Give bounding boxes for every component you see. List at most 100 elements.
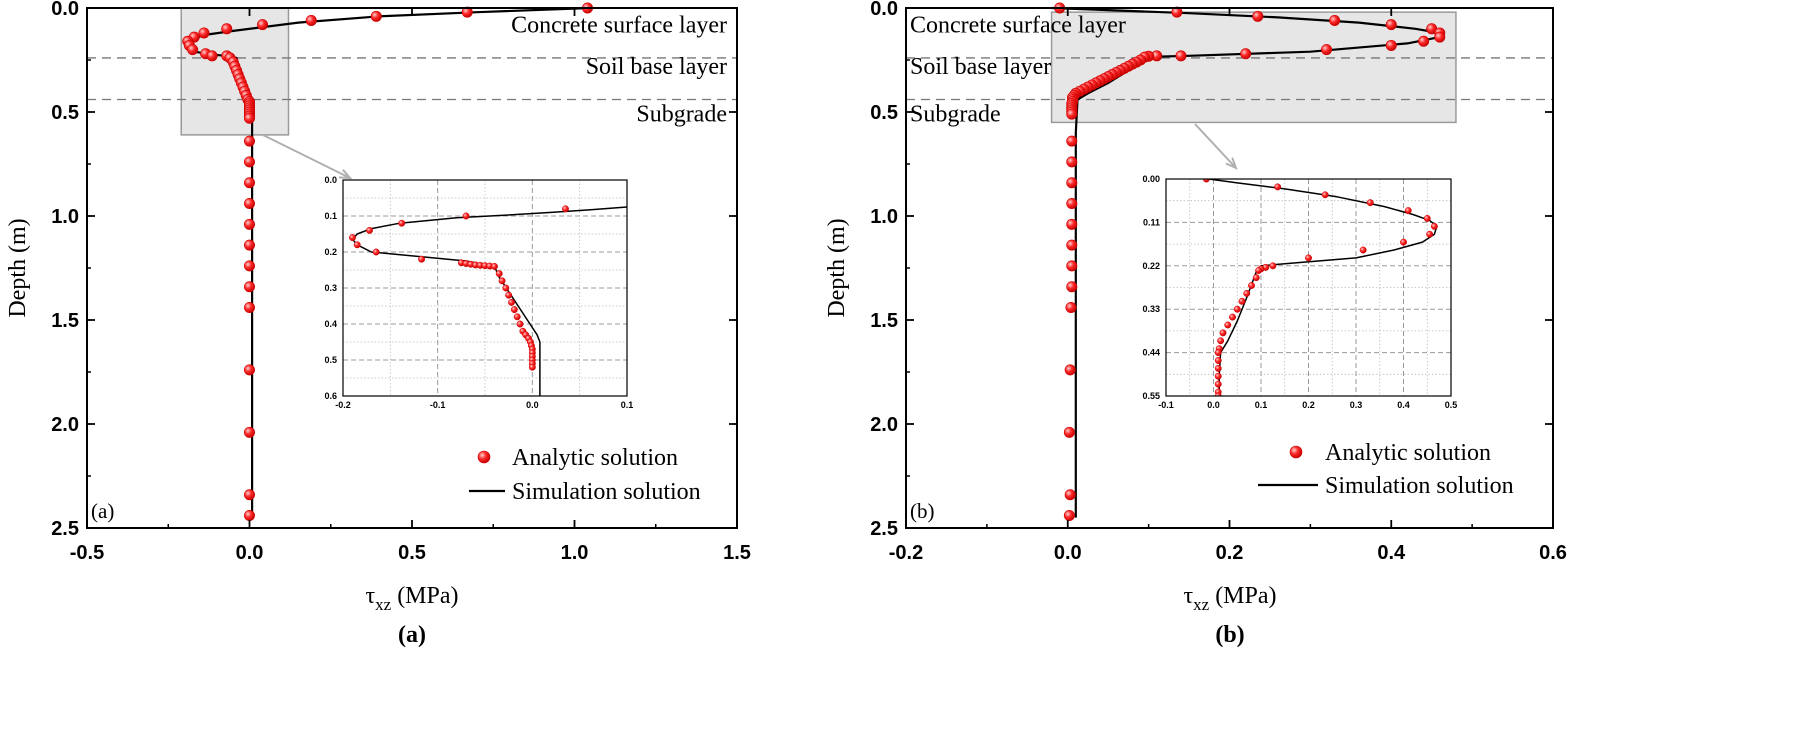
y-tick-label: 0.5 [51,102,79,124]
inset-x-tick-label: -0.2 [335,400,351,410]
analytic-point [370,10,382,22]
analytic-point [256,19,268,31]
analytic-point [244,135,256,147]
inset-analytic-point [462,212,470,220]
y-axis-label: Depth (m) [5,218,31,317]
y-tick-label: 1.5 [870,310,898,332]
inset-y-tick-label: 0.3 [324,283,337,293]
y-tick-label: 2.5 [870,518,898,540]
inset-analytic-point [505,291,513,299]
legend-marker-icon [1289,445,1303,459]
analytic-point [244,364,256,376]
layer-label: Concrete surface layer [910,12,1126,38]
panel-tag: (a) [91,499,114,523]
inset-analytic-point [1269,262,1277,270]
analytic-point [1066,218,1078,230]
inset-analytic-point [372,248,380,256]
x-tick-label: 0.0 [1054,542,1082,564]
analytic-point [1066,281,1078,293]
x-axis-label-subscript: xz [375,595,392,614]
analytic-point [1329,14,1341,26]
inset-data [349,205,627,396]
inset-y-tick-label: 0.1 [324,211,337,221]
y-tick-label: 2.5 [51,518,79,540]
inset-analytic-point [1305,254,1312,262]
x-axis-label: τxz (MPa) [365,583,458,614]
analytic-point [461,6,473,18]
inset-analytic-point [516,320,524,328]
y-tick-label: 0.0 [51,0,79,20]
inset-analytic-point [1252,274,1260,282]
inset-analytic-point [1430,222,1438,230]
zoom-callout-arrow [1194,123,1237,169]
layer-label: Concrete surface layer [511,12,727,38]
panel-a: -0.5 0.0 0.5 1.0 1.5 0.0 0.5 1.0 1.5 2.0 2.5 Depth … [5,0,751,648]
x-axis-label-subscript: xz [1193,595,1210,614]
analytic-point [1066,198,1078,210]
inset-y-tick-label: 0.44 [1142,348,1160,358]
inset-y-tick-label: 0.4 [324,319,337,329]
inset-y-tick-label: 0.5 [324,355,337,365]
analytic-point [244,510,256,522]
inset-analytic-point [1423,215,1431,222]
inset-plot: -0.1 0.0 0.1 0.2 0.3 0.4 0.5 0.00 0.11 0.22 0.33 0.… [1142,174,1457,410]
analytic-point [244,281,256,293]
analytic-point [1066,260,1078,272]
legend-marker-icon [477,450,491,464]
x-tick-label: 0.5 [398,542,426,564]
inset-y-tick-label: 0.22 [1142,261,1160,271]
inset-analytic-point [491,262,498,270]
inset-x-tick-label: 0.1 [1255,400,1268,410]
inset-analytic-point [498,277,506,285]
y-tick-label: 1.5 [51,310,79,332]
analytic-point [1171,6,1183,18]
analytic-point [1175,50,1187,62]
x-tick-label: -0.5 [70,542,104,564]
x-axis-label-unit: (MPa) [1209,583,1276,609]
inset-x-tick-label: 0.1 [621,400,634,410]
x-tick-label: 0.6 [1539,542,1567,564]
analytic-point [187,44,199,56]
inset-analytic-point [1224,321,1232,329]
analytic-point [1063,510,1075,522]
x-tick-label: -0.2 [889,542,923,564]
x-axis-label-symbol: τ [365,583,375,609]
x-tick-label: 0.2 [1216,542,1244,564]
legend-label-analytic: Analytic solution [1325,440,1491,466]
inset-analytic-point [1238,297,1246,305]
inset-x-tick-label: 0.4 [1397,400,1410,410]
inset-data [1202,179,1438,396]
x-tick-label: 1.0 [561,542,589,564]
x-tick-label: 0.0 [236,542,264,564]
inset-analytic-point [502,284,510,292]
inset-analytic-point [1274,183,1282,191]
analytic-point [1064,364,1076,376]
layer-label: Soil base layer [910,54,1051,80]
inset-analytic-point [508,298,515,306]
inset-analytic-point [562,205,569,213]
inset-analytic-point [1219,329,1227,337]
inset-analytic-point [418,255,426,263]
inset-analytic-point [1214,372,1222,380]
analytic-point [244,302,256,314]
zoom-callout-arrowhead [338,169,353,180]
inset-analytic-point [1366,199,1374,207]
analytic-point [1065,302,1077,314]
inset-analytic-point [1426,230,1434,238]
inset-simulation-line [1208,179,1438,396]
y-tick-label: 0.0 [870,0,898,20]
inset-analytic-point [510,306,518,314]
x-tick-label: 1.5 [723,542,751,564]
inset-analytic-point [398,219,406,227]
analytic-point [1240,48,1252,60]
analytic-point [1385,19,1397,31]
inset-analytic-point [528,363,536,371]
analytic-point [1066,108,1078,120]
inset-y-tick-label: 0.0 [324,175,337,185]
analytic-point [244,260,256,272]
inset-analytic-point [1255,267,1263,274]
analytic-point [244,198,256,210]
analytic-point [244,489,256,501]
inset-analytic-point [366,226,373,234]
